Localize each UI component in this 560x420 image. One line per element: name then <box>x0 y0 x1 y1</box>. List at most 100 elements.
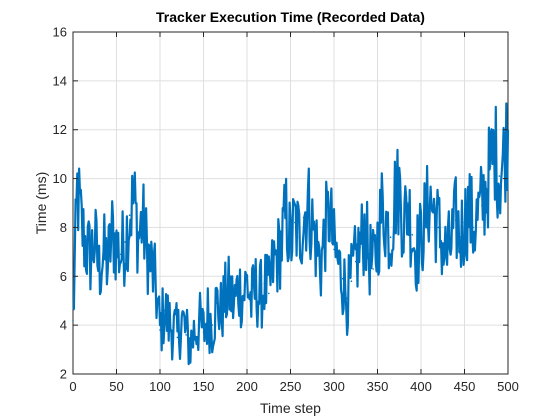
data-point <box>298 236 301 238</box>
x-tick-label: 350 <box>367 379 389 394</box>
y-tick-label: 12 <box>53 122 67 137</box>
data-point <box>289 243 292 246</box>
data-point <box>385 219 388 221</box>
data-series <box>72 102 510 366</box>
data-point <box>502 158 505 160</box>
data-point <box>350 280 353 283</box>
data-point <box>498 175 501 177</box>
x-tick-label: 150 <box>193 379 215 394</box>
y-tick-label: 2 <box>60 367 67 382</box>
data-point <box>455 219 457 221</box>
data-point <box>285 214 287 216</box>
data-point <box>259 297 261 300</box>
data-point <box>80 226 83 229</box>
data-point <box>211 324 213 326</box>
data-point <box>276 255 279 258</box>
data-point <box>224 297 227 300</box>
data-point <box>489 165 492 168</box>
data-point <box>167 321 170 324</box>
x-tick-label: 500 <box>497 379 519 394</box>
data-point <box>420 238 422 241</box>
data-point <box>333 248 335 251</box>
x-tick-label: 450 <box>454 379 476 394</box>
data-point <box>120 253 122 256</box>
data-point <box>446 255 448 258</box>
data-point <box>341 277 344 280</box>
y-tick-label: 14 <box>53 73 67 88</box>
data-point <box>102 251 105 253</box>
data-point <box>281 241 283 243</box>
data-point <box>172 326 174 329</box>
data-point <box>137 236 140 238</box>
data-point <box>194 329 196 331</box>
data-point <box>433 212 435 214</box>
data-point <box>268 292 270 295</box>
data-point <box>111 231 113 234</box>
data-point <box>372 268 374 270</box>
data-point <box>233 304 235 307</box>
data-point <box>463 221 466 224</box>
axis-ticks: 0 50 100 150 200 250 300 350 400 450 500 2 4 6 8 10 12 14… <box>53 25 519 395</box>
data-point <box>150 265 153 268</box>
data-point <box>450 241 453 243</box>
data-point <box>85 246 87 248</box>
y-tick-label: 6 <box>60 269 67 284</box>
y-tick-label: 4 <box>60 318 67 333</box>
data-point <box>355 260 357 263</box>
data-point <box>189 343 192 346</box>
data-point <box>181 317 183 319</box>
data-point <box>250 302 253 305</box>
data-point <box>237 285 240 287</box>
data-point <box>402 224 405 226</box>
data-point <box>368 253 370 256</box>
data-point <box>159 329 161 331</box>
data-point <box>141 219 144 221</box>
y-axis-label: Time (ms) <box>33 172 49 234</box>
data-point <box>481 204 483 207</box>
data-point <box>154 285 157 287</box>
x-tick-label: 100 <box>149 379 171 394</box>
data-point <box>72 319 74 322</box>
data-point <box>476 216 479 219</box>
data-point <box>146 248 148 251</box>
x-tick-label: 200 <box>236 379 258 394</box>
data-point <box>202 331 205 334</box>
data-point <box>98 270 100 273</box>
chart-title: Tracker Execution Time (Recorded Data) <box>156 9 425 25</box>
data-point <box>472 226 475 229</box>
data-point <box>198 321 200 324</box>
data-point <box>320 263 322 265</box>
x-tick-label: 250 <box>280 379 302 394</box>
data-point <box>376 241 379 243</box>
data-point <box>272 265 274 268</box>
data-point <box>311 224 314 226</box>
x-axis-label: Time step <box>260 400 321 416</box>
x-tick-label: 300 <box>323 379 345 394</box>
y-tick-label: 8 <box>60 220 67 235</box>
data-point <box>246 280 248 283</box>
data-point <box>346 297 348 300</box>
data-point <box>389 236 392 238</box>
data-point <box>407 202 409 204</box>
data-point <box>415 251 418 253</box>
x-tick-label: 50 <box>109 379 123 394</box>
data-point <box>207 314 209 317</box>
series-line <box>72 102 510 366</box>
data-point <box>163 309 166 312</box>
data-point <box>133 197 135 199</box>
data-point <box>307 202 309 204</box>
data-point <box>263 282 266 285</box>
data-point <box>328 212 331 214</box>
y-tick-label: 10 <box>53 171 67 186</box>
data-point <box>485 187 488 190</box>
data-point <box>381 207 383 209</box>
data-point <box>176 336 179 339</box>
data-point <box>254 287 257 290</box>
data-point <box>363 229 366 231</box>
data-point <box>294 221 296 224</box>
data-point <box>76 190 79 192</box>
y-tick-label: 16 <box>53 25 67 40</box>
data-point <box>394 194 396 197</box>
data-point <box>124 241 126 243</box>
